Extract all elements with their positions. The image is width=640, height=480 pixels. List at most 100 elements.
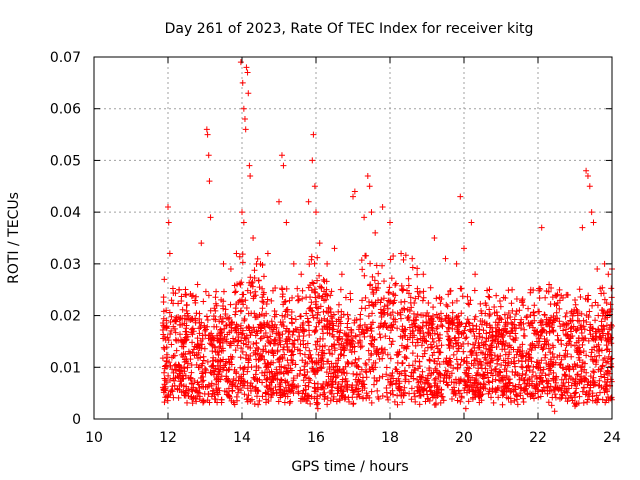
roti-point <box>209 357 216 364</box>
roti-point <box>250 374 257 381</box>
roti-point <box>563 320 570 327</box>
roti-point <box>229 379 236 386</box>
roti-point <box>598 326 605 333</box>
roti-point <box>314 367 321 374</box>
roti-point <box>589 302 596 309</box>
roti-point <box>447 362 454 369</box>
roti-point <box>305 284 312 291</box>
roti-point <box>279 354 286 361</box>
roti-point <box>331 341 338 348</box>
roti-point <box>417 392 424 399</box>
roti-point <box>302 344 309 351</box>
roti-point <box>492 376 499 383</box>
roti-point <box>472 394 479 401</box>
roti-point <box>457 378 464 385</box>
roti-point <box>481 371 488 378</box>
roti-point <box>475 365 482 372</box>
roti-point <box>538 344 545 351</box>
roti-point <box>160 322 167 329</box>
roti-point <box>545 363 552 370</box>
roti-point <box>358 366 365 373</box>
roti-point <box>508 319 515 326</box>
roti-point <box>416 401 423 408</box>
roti-point <box>602 385 609 392</box>
roti-point <box>482 365 489 372</box>
roti-point <box>195 364 202 371</box>
roti-point <box>389 338 396 345</box>
roti-point <box>359 266 366 273</box>
roti-point <box>463 354 470 361</box>
roti-point <box>192 293 199 300</box>
roti-point <box>223 338 230 345</box>
roti-point <box>219 302 226 309</box>
roti-point <box>449 317 456 324</box>
roti-point <box>201 345 208 352</box>
roti-point <box>378 345 385 352</box>
roti-point <box>276 369 283 376</box>
roti-point <box>556 318 563 325</box>
roti-point <box>474 355 481 362</box>
roti-point <box>289 294 296 301</box>
roti-point <box>319 352 326 359</box>
roti-point <box>434 360 441 367</box>
roti-point <box>203 126 210 133</box>
roti-point <box>245 392 252 399</box>
roti-point <box>165 372 172 379</box>
roti-point <box>548 402 555 409</box>
roti-point <box>369 273 376 280</box>
roti-point <box>584 399 591 406</box>
roti-point <box>398 250 405 257</box>
roti-point <box>282 328 289 335</box>
roti-point <box>537 393 544 400</box>
roti-point <box>338 271 345 278</box>
roti-point <box>166 309 173 316</box>
roti-point <box>524 313 531 320</box>
roti-point <box>492 332 499 339</box>
roti-point <box>247 332 254 339</box>
roti-point <box>541 311 548 318</box>
roti-point <box>172 290 179 297</box>
roti-point <box>477 300 484 307</box>
roti-point <box>310 280 317 287</box>
roti-point <box>335 380 342 387</box>
roti-point <box>502 326 509 333</box>
roti-point <box>282 298 289 305</box>
roti-point <box>480 327 487 334</box>
roti-point <box>385 396 392 403</box>
roti-point <box>372 301 379 308</box>
roti-point <box>278 285 285 292</box>
roti-point <box>586 183 593 190</box>
roti-point <box>529 342 536 349</box>
roti-point <box>412 323 419 330</box>
roti-point <box>408 396 415 403</box>
roti-point <box>465 340 472 347</box>
roti-point <box>260 299 267 306</box>
roti-point <box>294 372 301 379</box>
roti-point <box>163 357 170 364</box>
roti-point <box>511 397 518 404</box>
axes <box>93 56 613 420</box>
roti-point <box>355 355 362 362</box>
roti-point <box>388 341 395 348</box>
roti-point <box>473 349 480 356</box>
roti-point <box>483 338 490 345</box>
roti-point <box>412 342 419 349</box>
roti-point <box>405 282 412 289</box>
roti-point <box>361 333 368 340</box>
roti-point <box>286 297 293 304</box>
roti-point <box>544 390 551 397</box>
roti-point <box>166 359 173 366</box>
roti-point <box>311 288 318 295</box>
roti-point <box>564 398 571 405</box>
roti-point <box>178 343 185 350</box>
roti-point <box>595 341 602 348</box>
roti-point <box>229 387 236 394</box>
roti-point <box>341 330 348 337</box>
roti-point <box>500 388 507 395</box>
roti-point <box>272 375 279 382</box>
roti-point <box>408 373 415 380</box>
roti-point <box>190 292 197 299</box>
roti-point <box>199 341 206 348</box>
roti-point <box>483 322 490 329</box>
roti-point <box>516 344 523 351</box>
